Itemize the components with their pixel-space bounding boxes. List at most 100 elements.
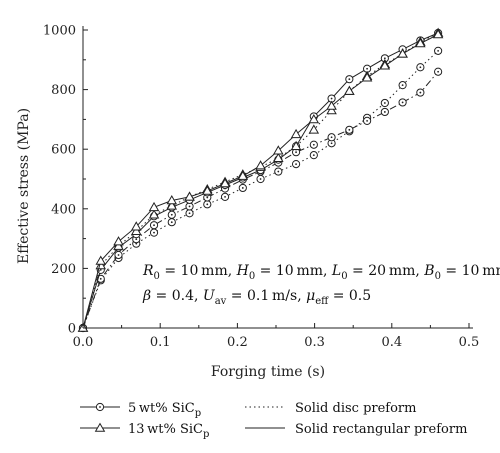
annotation-subscript: av — [215, 296, 227, 307]
annotation-symbol: H — [236, 263, 250, 279]
series-1-point — [203, 200, 212, 209]
series-5-point — [95, 255, 107, 265]
series-5-point — [131, 221, 142, 231]
series-2-point — [114, 250, 123, 260]
legend-label-subscript: p — [195, 408, 201, 419]
series-5-point — [148, 201, 160, 212]
series-2-point — [345, 125, 354, 134]
annotation-value: = 0.1 m/s, — [226, 288, 306, 304]
annotation-line-2: β = 0.4, Uav = 0.1 m/s, μeff = 0.5 — [142, 288, 371, 307]
series-4-line — [82, 32, 439, 329]
series-1-point-dot — [383, 102, 386, 104]
series-1-point — [238, 183, 247, 193]
series-2-point-dot — [153, 224, 155, 227]
legend-style-label: Solid rectangular preform — [295, 422, 467, 437]
series-4-point — [95, 260, 107, 270]
plot-frame — [82, 26, 473, 329]
legend-marker — [94, 422, 106, 432]
x-tick-label: 0.1 — [150, 335, 171, 350]
x-axis-title: Forging time (s) — [211, 364, 325, 380]
annotation-value: = 10 mm, — [255, 263, 332, 279]
series-4-point — [326, 105, 337, 115]
series-4-point — [166, 200, 178, 210]
series-layer — [77, 27, 444, 333]
series-5-point — [113, 236, 124, 246]
y-tick-label: 400 — [51, 202, 76, 217]
series-1-point-dot — [241, 187, 244, 189]
legend-style-2: Solid rectangular preform — [245, 422, 467, 437]
series-1-point — [416, 63, 425, 72]
x-axis: 0.0 0.1 0.2 0.3 0.4 0.5 — [73, 323, 479, 350]
x-tick-label: 0.2 — [227, 335, 248, 350]
annotation-value: = 0.4, — [151, 288, 203, 304]
annotation-subscript: 0 — [249, 271, 255, 282]
series-2-point — [309, 140, 318, 149]
annotation-subscript: 0 — [341, 271, 347, 282]
series-2-point-dot — [437, 70, 440, 73]
series-5-point — [361, 72, 373, 82]
series-2-point-dot — [419, 91, 422, 94]
series-3-point — [345, 75, 354, 84]
series-2-point-dot — [295, 151, 297, 154]
series-2-point-dot — [188, 205, 191, 208]
y-tick-label: 600 — [51, 143, 76, 158]
series-5-point — [237, 170, 249, 180]
series-1-point — [274, 167, 283, 176]
series-5-point — [273, 145, 284, 155]
series-2-point — [380, 107, 389, 117]
annotation-symbol: L — [331, 263, 341, 279]
annotation-symbol: R — [142, 263, 154, 279]
series-1-point-dot — [224, 195, 226, 198]
series-2-point — [362, 116, 372, 125]
series-1-point-dot — [206, 203, 209, 206]
legend-style-1: Solid disc preform — [245, 401, 416, 416]
series-2-point-dot — [99, 277, 102, 280]
series-1-point — [291, 160, 301, 169]
annotation-subscript: 0 — [435, 271, 441, 282]
series-5-point — [308, 113, 320, 124]
series-1-point — [380, 98, 389, 108]
series-5-point — [397, 48, 408, 58]
x-tick-label: 0.0 — [73, 335, 94, 350]
series-3-point-dot — [348, 78, 351, 81]
series-2-point — [327, 133, 336, 142]
series-2-point-dot — [330, 136, 333, 139]
series-3-point-dot — [383, 57, 386, 60]
series-4-point — [113, 240, 124, 250]
series-2-point — [416, 88, 425, 97]
annotation-subscript: eff — [315, 296, 329, 307]
series-2-point — [398, 98, 407, 107]
series-2-point-dot — [366, 119, 368, 122]
series-5-point — [432, 29, 444, 39]
series-2-point — [149, 221, 159, 230]
series-1-point-dot — [170, 221, 173, 224]
x-tick-label: 0.4 — [381, 335, 402, 350]
series-3-point-dot — [366, 67, 368, 70]
series-1-point-dot — [259, 178, 262, 180]
series-5-point — [379, 60, 391, 70]
series-1-point-dot — [330, 142, 333, 145]
series-1-point-dot — [188, 212, 191, 215]
series-2-point-dot — [117, 254, 120, 256]
series-5-point — [166, 195, 178, 205]
series-2-point-dot — [383, 111, 386, 113]
series-5-point — [184, 191, 195, 201]
series-3-point-dot — [330, 97, 333, 100]
series-4-point — [308, 124, 320, 134]
series-1-point — [434, 46, 443, 55]
series-5-point — [290, 128, 302, 139]
legend-label-main: 5 wt% SiC — [128, 401, 195, 416]
y-axis: 0 200 400 600 800 1000 — [43, 24, 88, 337]
series-1-point — [309, 151, 318, 160]
series-5-point — [202, 185, 213, 195]
annotation-value: = 20 mm, — [348, 263, 425, 279]
series-4-point — [148, 209, 160, 219]
series-1-point — [256, 174, 265, 184]
legend-label: 5 wt% SiCp — [128, 401, 201, 419]
annotation-subscript: 0 — [154, 271, 160, 282]
legend-style-label: Solid disc preform — [295, 401, 416, 416]
y-axis-title: Effective stress (MPa) — [16, 108, 32, 264]
series-1-point — [398, 81, 407, 90]
series-1-point — [149, 228, 159, 237]
